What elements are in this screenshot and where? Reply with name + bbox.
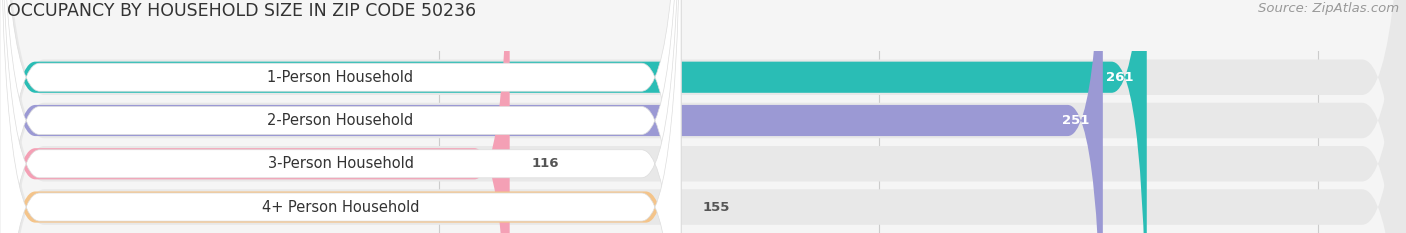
FancyBboxPatch shape — [0, 0, 681, 233]
FancyBboxPatch shape — [0, 0, 681, 233]
Text: 116: 116 — [531, 157, 560, 170]
Text: 3-Person Household: 3-Person Household — [267, 156, 413, 171]
Text: 4+ Person Household: 4+ Person Household — [262, 199, 419, 215]
Text: 261: 261 — [1107, 71, 1133, 84]
Text: 251: 251 — [1063, 114, 1090, 127]
Text: 155: 155 — [703, 201, 730, 213]
Text: 1-Person Household: 1-Person Household — [267, 70, 413, 85]
FancyBboxPatch shape — [0, 0, 509, 233]
Text: OCCUPANCY BY HOUSEHOLD SIZE IN ZIP CODE 50236: OCCUPANCY BY HOUSEHOLD SIZE IN ZIP CODE … — [7, 2, 477, 20]
FancyBboxPatch shape — [0, 0, 681, 233]
Text: Source: ZipAtlas.com: Source: ZipAtlas.com — [1258, 2, 1399, 15]
FancyBboxPatch shape — [0, 0, 681, 233]
Text: 2-Person Household: 2-Person Household — [267, 113, 413, 128]
FancyBboxPatch shape — [0, 0, 1147, 233]
FancyBboxPatch shape — [0, 0, 1102, 233]
FancyBboxPatch shape — [0, 0, 681, 233]
